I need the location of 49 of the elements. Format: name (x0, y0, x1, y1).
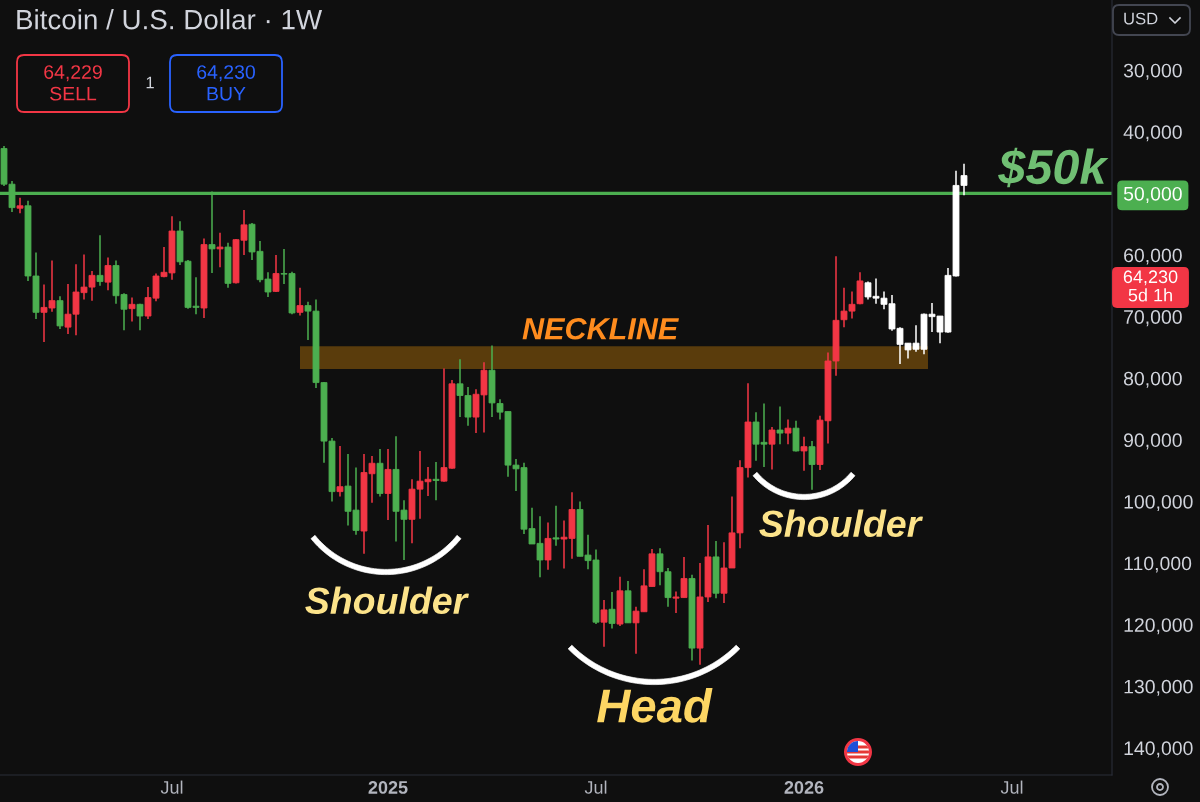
candlestick (136, 302, 144, 331)
candlestick (776, 405, 784, 445)
candlestick (128, 296, 136, 323)
text: 64,230 5d 1h (1123, 270, 1178, 302)
annotation: Shoulder (759, 509, 923, 538)
candlestick (808, 440, 816, 491)
x-tick-label: Jul (160, 780, 183, 794)
y-tick-label: 40,000 (1123, 125, 1182, 142)
candlestick (216, 232, 224, 269)
annotation: Shoulder (305, 586, 469, 615)
y-tick-label: 60,000 (1124, 248, 1182, 265)
x-tick-label: 2025 (368, 781, 408, 794)
y-tick-label: 30,000 (1123, 63, 1182, 80)
candlestick (104, 256, 112, 291)
chart-title: Bitcoin / U.S. Dollar · 1W (17, 9, 323, 30)
band-label: NECKLINE (522, 317, 679, 340)
candlestick (800, 436, 808, 472)
annotation: Head (597, 687, 713, 723)
candlestick (544, 521, 552, 571)
y-tick-label: 90,000 (1124, 433, 1182, 450)
y-tick-label: 130,000 (1124, 679, 1193, 696)
candlestick (272, 254, 280, 293)
text: USD (1124, 12, 1158, 25)
candlestick (608, 591, 616, 630)
annotation: 1 (146, 76, 154, 89)
x-tick-label: Jul (584, 780, 607, 794)
y-tick-label: 100,000 (1124, 494, 1193, 511)
candlestick (784, 418, 792, 445)
y-tick-label: 80,000 (1123, 371, 1182, 388)
annotation: 64,230 BUY (197, 65, 255, 101)
candlestick (296, 286, 304, 317)
x-tick-label: Jul (1000, 780, 1023, 794)
candlestick (432, 461, 440, 502)
y-tick-label: 70,000 (1124, 310, 1182, 327)
y-tick-label: 140,000 (1124, 741, 1193, 758)
y-tick-label: 110,000 (1124, 556, 1192, 573)
candlestick (792, 420, 800, 453)
annotation: 64,229 SELL (44, 65, 102, 101)
candlestick (552, 505, 560, 547)
y-tick-label: 50,000 (1123, 186, 1182, 203)
ref-line-label: $50k (998, 147, 1109, 188)
x-tick-label: 2026 (784, 781, 824, 794)
candlestick (16, 196, 24, 214)
candlestick (96, 234, 104, 287)
candlestick (856, 271, 864, 306)
candlestick (600, 599, 608, 648)
y-tick-label: 120,000 (1124, 618, 1193, 635)
candlestick (768, 426, 776, 471)
candlestick (336, 445, 344, 498)
